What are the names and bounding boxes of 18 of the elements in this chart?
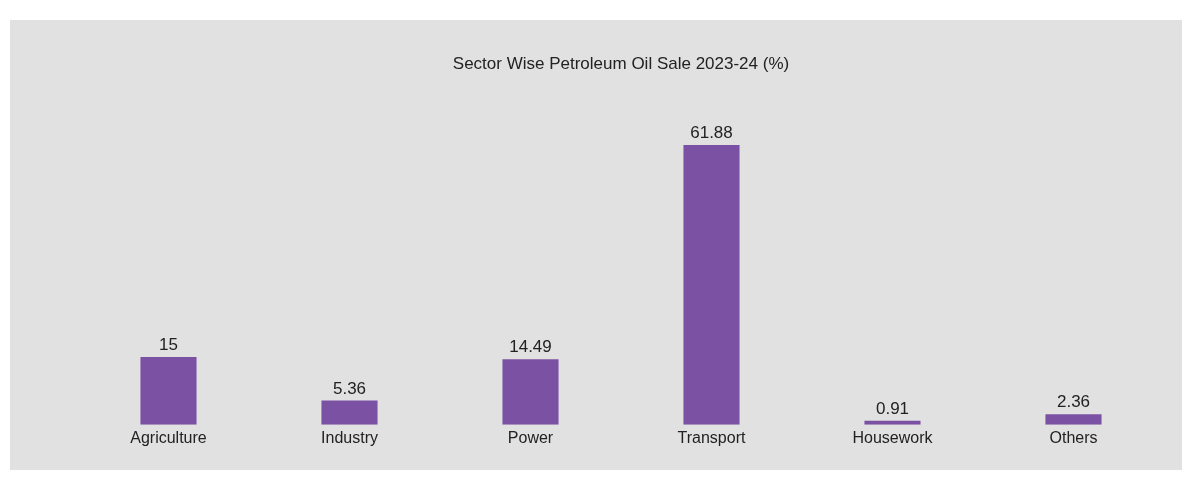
bar	[1045, 414, 1102, 425]
x-tick-label: Transport	[677, 428, 746, 446]
data-label: 5.36	[332, 378, 367, 398]
x-tick-label: Others	[1049, 428, 1098, 446]
x-tick-label: Power	[507, 428, 554, 446]
chart-title: Sector Wise Petroleum Oil Sale 2023-24 (%)	[452, 53, 790, 73]
data-label: 0.91	[875, 398, 910, 418]
bar	[683, 145, 740, 425]
x-tick-label: Housework	[852, 428, 934, 446]
bar	[321, 400, 378, 425]
bar	[140, 357, 197, 425]
x-tick-label: Industry	[321, 428, 378, 446]
x-tick-label: Agriculture	[130, 428, 207, 446]
data-label: 14.49	[509, 337, 552, 357]
bar	[502, 359, 559, 425]
data-label: 61.88	[690, 123, 733, 143]
data-label: 2.36	[1056, 392, 1091, 412]
data-label: 15	[159, 335, 178, 355]
